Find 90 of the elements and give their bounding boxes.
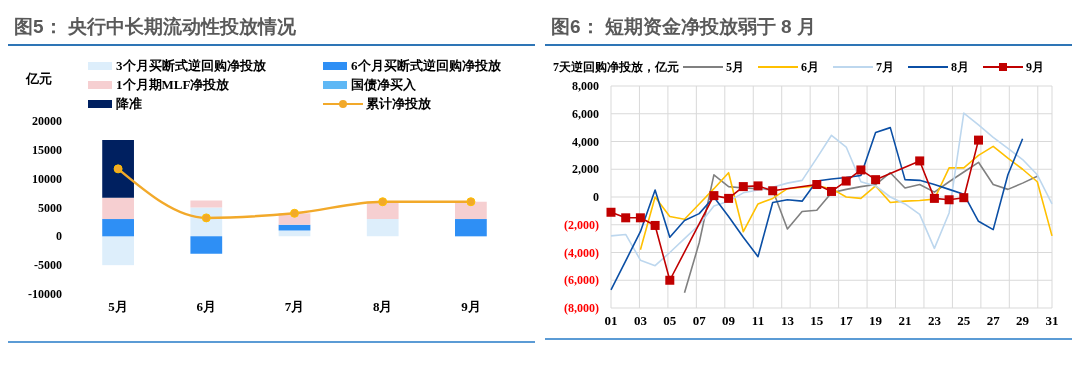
x-tick-label: 15 xyxy=(810,313,824,329)
point xyxy=(974,135,983,145)
point xyxy=(709,191,719,201)
y-tick-label: 6,000 xyxy=(572,106,599,121)
point xyxy=(929,193,939,203)
x-tick-label: 7月 xyxy=(284,299,305,315)
x-tick-label: 5月 xyxy=(108,299,128,315)
point xyxy=(635,213,645,223)
y-tick-label: (6,000) xyxy=(564,273,599,288)
point xyxy=(827,186,836,196)
x-tick-label: 6月 xyxy=(196,299,217,315)
y-tick-label: 5000 xyxy=(38,200,62,215)
y-tick-label: 8,000 xyxy=(572,79,599,93)
bar xyxy=(455,219,487,237)
x-tick-label: 11 xyxy=(751,313,765,329)
x-tick-label: 13 xyxy=(780,313,795,329)
legend-label: 5月 xyxy=(725,58,744,76)
legend-label: 8月 xyxy=(950,58,969,76)
legend-label: 9月 xyxy=(1025,58,1044,76)
x-tick-label: 8月 xyxy=(372,299,393,315)
legend-label: 1个月期MLF净投放 xyxy=(115,76,231,94)
x-tick-label: 01 xyxy=(604,313,618,329)
bar xyxy=(366,219,399,237)
point xyxy=(650,220,660,230)
point xyxy=(378,197,388,207)
line-series xyxy=(683,161,1039,294)
x-tick-label: 31 xyxy=(1045,313,1059,329)
x-tick-label: 21 xyxy=(898,313,912,329)
point xyxy=(113,164,123,174)
y-axis-title: 7天逆回购净投放，亿元 xyxy=(553,58,679,76)
y-axis-title: 亿元 xyxy=(26,70,53,88)
bar xyxy=(102,219,134,237)
x-tick-label: 25 xyxy=(957,313,971,329)
legend-label: 降准 xyxy=(115,95,143,113)
y-tick-label: (2,000) xyxy=(564,217,599,232)
y-tick-label: 0 xyxy=(56,229,62,244)
point xyxy=(724,193,734,203)
x-tick-label: 27 xyxy=(986,313,1001,329)
point xyxy=(753,181,763,191)
y-tick-label: -5000 xyxy=(34,258,62,273)
x-tick-label: 23 xyxy=(927,313,942,329)
y-tick-label: 0 xyxy=(593,190,599,204)
point xyxy=(665,275,675,285)
y-tick-label: -10000 xyxy=(28,287,62,301)
point xyxy=(841,176,851,186)
x-tick-label: 9月 xyxy=(461,299,481,315)
legend-label: 国债净买入 xyxy=(350,76,417,94)
bar xyxy=(190,236,223,254)
bar xyxy=(102,236,134,266)
bar xyxy=(278,224,311,231)
point xyxy=(856,165,866,175)
legend-label: 6个月买断式逆回购净投放 xyxy=(350,57,502,75)
bar xyxy=(455,201,487,220)
legend-label: 3个月买断式逆回购净投放 xyxy=(115,57,267,75)
point xyxy=(871,175,881,185)
line-series xyxy=(639,145,1053,251)
x-tick-label: 05 xyxy=(663,313,677,329)
y-tick-label: 20000 xyxy=(32,114,62,128)
legend-label: 6月 xyxy=(800,58,819,76)
y-tick-label: 10000 xyxy=(32,171,62,186)
point xyxy=(606,207,616,217)
chart-title: 图6： 短期资金净投放弱于 8 月 xyxy=(545,8,1072,46)
y-tick-label: 2,000 xyxy=(572,162,599,177)
x-tick-label: 09 xyxy=(722,313,736,329)
point xyxy=(738,182,748,192)
line-series xyxy=(610,112,1053,267)
x-tick-label: 29 xyxy=(1016,313,1030,329)
y-tick-label: 4,000 xyxy=(572,134,599,149)
legend-label: 累计净投放 xyxy=(365,95,432,113)
point xyxy=(290,208,299,218)
bar xyxy=(102,197,134,220)
point xyxy=(466,197,476,207)
point xyxy=(812,180,822,190)
point xyxy=(768,186,778,196)
x-tick-label: 07 xyxy=(692,313,707,329)
point xyxy=(621,213,631,223)
point xyxy=(915,156,925,166)
line-series xyxy=(610,126,1024,291)
point xyxy=(944,195,954,205)
y-tick-label: (8,000) xyxy=(564,301,599,315)
bar xyxy=(190,200,223,208)
point xyxy=(959,193,969,203)
legend-label: 7月 xyxy=(875,58,894,76)
y-tick-label: 15000 xyxy=(32,142,62,157)
bar xyxy=(102,140,134,198)
x-tick-label: 19 xyxy=(869,313,883,329)
chart-title: 图5： 央行中长期流动性投放情况 xyxy=(8,8,535,46)
x-tick-label: 03 xyxy=(633,313,648,329)
y-tick-label: (4,000) xyxy=(564,245,599,260)
x-tick-label: 17 xyxy=(839,313,854,329)
